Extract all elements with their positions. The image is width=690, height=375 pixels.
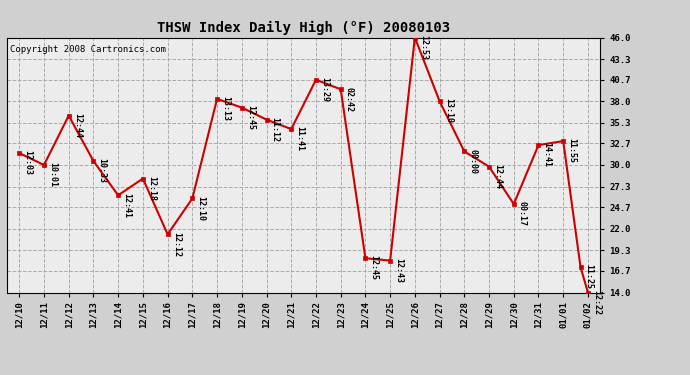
Text: 11:12: 11:12 xyxy=(270,117,279,142)
Text: 12:44: 12:44 xyxy=(73,113,82,138)
Text: 11:41: 11:41 xyxy=(295,126,304,152)
Text: 00:00: 00:00 xyxy=(469,148,477,174)
Text: 12:10: 12:10 xyxy=(197,196,206,221)
Text: 12:45: 12:45 xyxy=(370,255,379,280)
Text: 12:43: 12:43 xyxy=(394,258,403,283)
Text: 10:01: 10:01 xyxy=(48,162,57,187)
Text: 11:25: 11:25 xyxy=(584,264,593,289)
Text: Copyright 2008 Cartronics.com: Copyright 2008 Cartronics.com xyxy=(10,45,166,54)
Text: 12:12: 12:12 xyxy=(172,231,181,256)
Text: 10:33: 10:33 xyxy=(97,158,106,183)
Text: 12:53: 12:53 xyxy=(419,35,428,60)
Text: 11:55: 11:55 xyxy=(567,138,576,164)
Text: 12:03: 12:03 xyxy=(23,150,32,175)
Text: 13:10: 13:10 xyxy=(444,99,453,123)
Text: 14:41: 14:41 xyxy=(542,142,551,167)
Text: 12:45: 12:45 xyxy=(246,105,255,130)
Title: THSW Index Daily High (°F) 20080103: THSW Index Daily High (°F) 20080103 xyxy=(157,21,450,35)
Text: 12:44: 12:44 xyxy=(493,164,502,189)
Text: 02:42: 02:42 xyxy=(345,87,354,111)
Text: 13:29: 13:29 xyxy=(320,77,329,102)
Text: 12:18: 12:18 xyxy=(147,176,156,201)
Text: 00:17: 00:17 xyxy=(518,201,527,226)
Text: 13:13: 13:13 xyxy=(221,96,230,121)
Text: 12:41: 12:41 xyxy=(122,192,131,217)
Text: 12:22: 12:22 xyxy=(592,290,601,315)
